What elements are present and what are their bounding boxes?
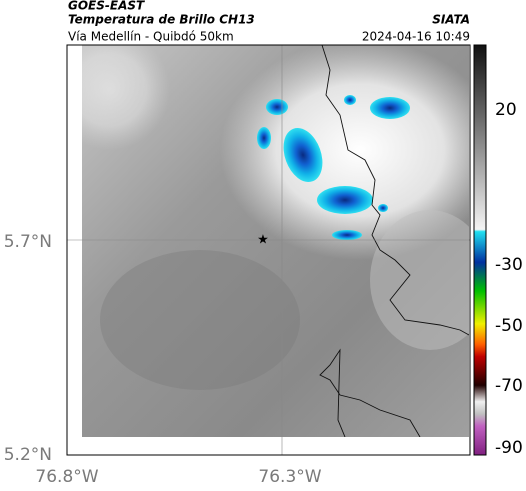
satellite: GOES-EAST — [68, 0, 145, 13]
imagery — [82, 45, 469, 437]
colorbar-tick: -30 — [495, 255, 523, 275]
source: SIATA — [432, 13, 470, 27]
lat-label: 5.2°N — [4, 445, 52, 465]
city-marker: ★ — [257, 233, 269, 248]
colorbar-tick: -50 — [495, 316, 523, 336]
lon-label: 76.8°W — [35, 467, 98, 487]
colorbar-tick: 20 — [495, 100, 517, 120]
lon-label: 76.3°W — [258, 467, 321, 487]
colorbar — [473, 44, 487, 456]
datetime: 2024-04-16 10:49 — [362, 30, 470, 44]
location: Vía Medellín - Quibdó 50km — [68, 30, 234, 44]
lat-label: 5.7°N — [4, 232, 52, 252]
product: Temperatura de Brillo CH13 — [68, 13, 255, 27]
colorbar-tick: -70 — [495, 376, 523, 396]
colorbar-tick: -90 — [495, 438, 523, 458]
